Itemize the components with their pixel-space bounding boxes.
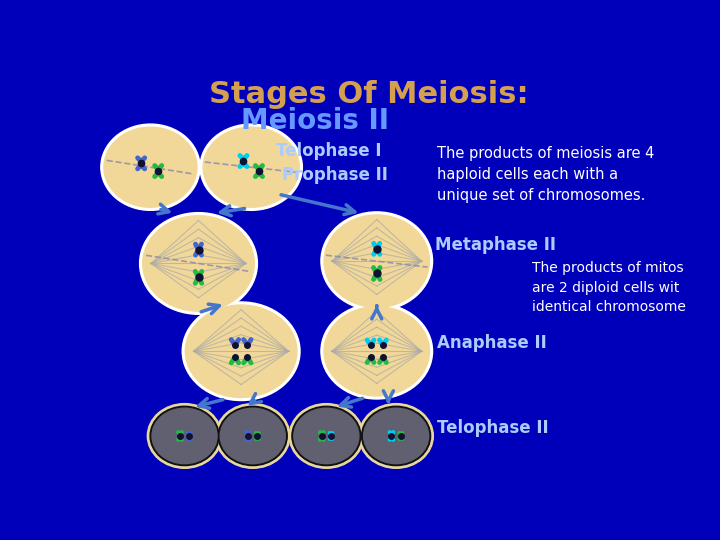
Ellipse shape	[361, 406, 431, 465]
Text: Meiosis II: Meiosis II	[240, 107, 389, 135]
Ellipse shape	[292, 406, 361, 465]
Ellipse shape	[215, 403, 290, 468]
Ellipse shape	[220, 408, 285, 464]
Text: The products of meiosis are 4
haploid cells each with a
unique set of chromosome: The products of meiosis are 4 haploid ce…	[437, 146, 654, 202]
Ellipse shape	[359, 403, 433, 468]
Ellipse shape	[324, 215, 429, 307]
Ellipse shape	[289, 403, 364, 468]
Text: Prophase II: Prophase II	[282, 166, 388, 184]
Ellipse shape	[203, 127, 300, 207]
Ellipse shape	[152, 408, 217, 464]
Text: Stages Of Meiosis:: Stages Of Meiosis:	[210, 80, 528, 109]
Text: Anaphase II: Anaphase II	[437, 334, 547, 352]
Ellipse shape	[148, 403, 222, 468]
Ellipse shape	[321, 303, 433, 399]
Ellipse shape	[321, 212, 433, 310]
Ellipse shape	[101, 124, 200, 211]
Ellipse shape	[140, 213, 258, 314]
Ellipse shape	[218, 406, 287, 465]
Ellipse shape	[143, 215, 254, 311]
Text: The products of mitos
are 2 diploid cells wit
identical chromosome: The products of mitos are 2 diploid cell…	[532, 261, 685, 314]
Text: Telophase I: Telophase I	[276, 141, 382, 160]
Ellipse shape	[364, 408, 428, 464]
Ellipse shape	[324, 307, 429, 396]
Text: Telophase II: Telophase II	[437, 419, 549, 437]
Ellipse shape	[185, 305, 297, 397]
Ellipse shape	[104, 127, 197, 207]
Ellipse shape	[150, 406, 219, 465]
Ellipse shape	[200, 124, 302, 211]
Ellipse shape	[294, 408, 359, 464]
Text: Metaphase II: Metaphase II	[435, 235, 556, 254]
Ellipse shape	[182, 302, 300, 401]
